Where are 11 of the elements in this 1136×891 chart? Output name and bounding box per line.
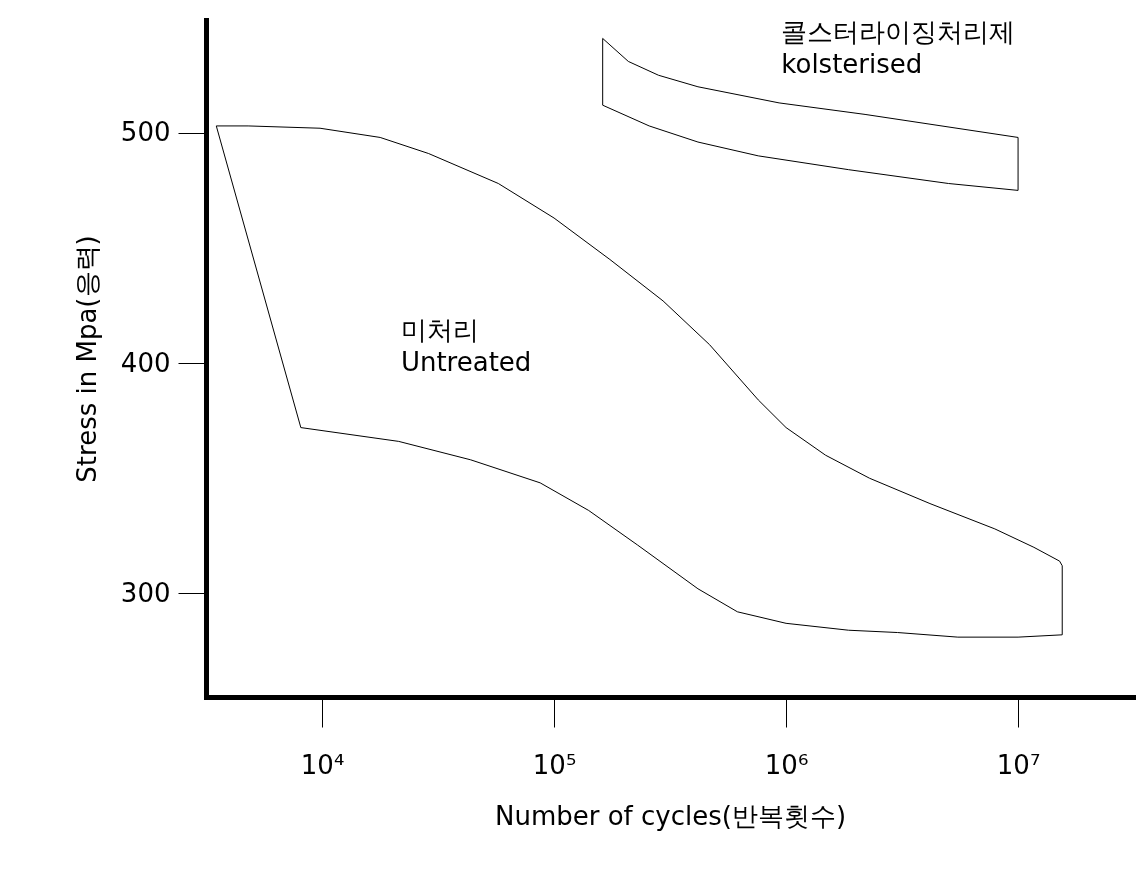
x-tick-label: 10⁵ — [532, 749, 577, 780]
annotation: 콜스터라이징처리제 kolsterised — [781, 17, 1016, 79]
x-axis-title: Number of cycles(반복횟수) — [494, 800, 847, 831]
x-tick-label: 10⁴ — [300, 749, 345, 780]
y-tick-label: 400 — [120, 347, 171, 378]
x-tick-label: 10⁶ — [764, 749, 809, 780]
y-tick-label: 500 — [120, 117, 171, 148]
annotation: 미처리 Untreated — [400, 314, 532, 377]
y-axis-title: Stress in Mpa(응력) — [71, 235, 102, 483]
x-tick-label: 10⁷ — [996, 749, 1041, 780]
y-tick-label: 300 — [120, 577, 171, 608]
